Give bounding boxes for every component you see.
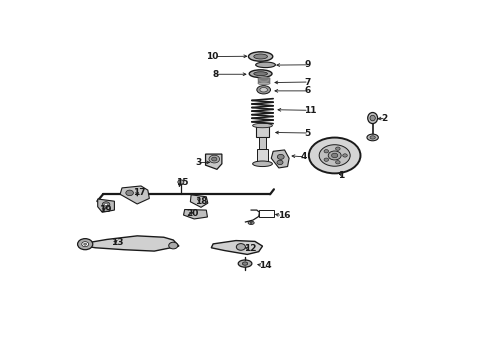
Polygon shape [190,195,208,207]
Bar [259,138,267,149]
Text: 11: 11 [304,106,317,115]
Ellipse shape [248,221,254,225]
Text: 10: 10 [206,52,219,61]
Text: 16: 16 [278,211,290,220]
Ellipse shape [332,153,338,158]
Ellipse shape [258,82,270,85]
Text: 18: 18 [195,197,207,206]
Text: 14: 14 [259,261,271,270]
Text: 9: 9 [304,60,311,69]
Text: 6: 6 [304,86,311,95]
Ellipse shape [82,242,89,247]
Ellipse shape [253,123,272,128]
Polygon shape [271,150,289,168]
Ellipse shape [209,155,220,163]
Ellipse shape [104,203,108,206]
Text: 12: 12 [245,244,257,253]
Ellipse shape [254,72,268,76]
Text: 2: 2 [381,113,388,122]
Ellipse shape [178,180,184,184]
Text: 20: 20 [187,209,199,218]
Ellipse shape [258,81,270,84]
Text: 4: 4 [300,152,307,161]
Ellipse shape [254,54,268,59]
Bar [257,149,268,162]
Text: 7: 7 [304,77,311,86]
Ellipse shape [324,150,329,153]
Polygon shape [184,210,207,219]
Polygon shape [82,236,179,251]
Ellipse shape [258,78,270,81]
Ellipse shape [77,239,93,250]
Polygon shape [98,199,114,212]
Ellipse shape [367,134,378,141]
Text: 19: 19 [99,205,112,214]
Ellipse shape [368,112,378,123]
Ellipse shape [343,154,347,157]
Ellipse shape [256,62,275,68]
Ellipse shape [258,77,270,80]
Ellipse shape [249,70,272,77]
Polygon shape [211,240,263,255]
Ellipse shape [336,147,340,150]
Text: 17: 17 [133,188,145,197]
Bar [256,126,269,138]
Ellipse shape [260,87,268,92]
Ellipse shape [212,157,217,161]
Ellipse shape [336,161,340,164]
Polygon shape [206,154,222,169]
Ellipse shape [84,243,87,245]
Ellipse shape [250,222,252,224]
Ellipse shape [258,80,270,82]
Polygon shape [120,186,149,204]
Ellipse shape [248,52,273,61]
Ellipse shape [370,136,375,139]
Bar [259,210,274,217]
Ellipse shape [309,138,361,174]
Text: 1: 1 [338,171,344,180]
Ellipse shape [277,160,283,165]
Text: 15: 15 [176,178,189,187]
Ellipse shape [238,260,252,267]
Ellipse shape [370,115,375,121]
Text: 13: 13 [111,238,123,247]
Ellipse shape [328,151,341,160]
Ellipse shape [102,202,110,207]
Ellipse shape [319,145,350,166]
Text: 5: 5 [304,129,311,138]
Ellipse shape [169,242,178,249]
Ellipse shape [277,154,284,159]
Ellipse shape [257,86,270,94]
Ellipse shape [126,190,133,195]
Ellipse shape [324,158,329,161]
Ellipse shape [236,244,245,250]
Text: 8: 8 [213,70,219,79]
Ellipse shape [253,161,272,167]
Text: 3: 3 [196,158,202,167]
Ellipse shape [243,262,248,265]
